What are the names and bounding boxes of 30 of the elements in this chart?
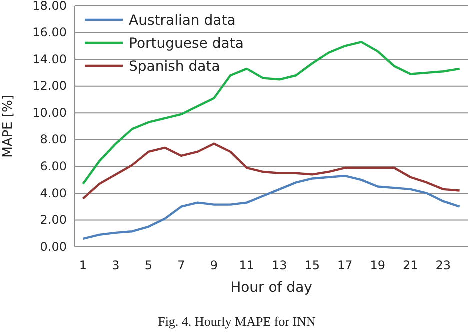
y-tick-label: 12.00: [32, 79, 67, 94]
y-tick-label: 0.00: [40, 240, 67, 254]
text: Fig. 4. Hourly MAPE for INN: [158, 314, 317, 329]
x-tick-label: 1: [79, 258, 88, 273]
y-tick-label: 18.00: [32, 0, 67, 13]
legend-label: Australian data: [129, 12, 236, 29]
y-tick-label: 4.00: [40, 186, 67, 200]
legend-label: Portuguese data: [129, 36, 244, 52]
y-tick-label: 8.00: [40, 132, 67, 147]
legend-label: Spanish data: [129, 58, 220, 75]
x-tick-label: 13: [272, 258, 288, 273]
y-tick-label: 10.00: [32, 106, 67, 120]
x-tick-label: 5: [144, 258, 153, 273]
x-tick-label: 19: [370, 258, 386, 273]
y-tick-label: 6.00: [40, 160, 67, 174]
x-tick-label: 7: [178, 258, 186, 273]
x-tick-label: 15: [304, 258, 320, 273]
y-tick-label: 14.00: [32, 52, 67, 66]
line-series: [82, 142, 461, 200]
line-series: [82, 174, 461, 240]
y-tick-label: 16.00: [32, 26, 67, 40]
x-tick-label: 3: [112, 258, 120, 273]
x-tick-label: 23: [436, 258, 452, 273]
x-tick-label: 9: [210, 258, 218, 273]
x-tick-label: 11: [239, 258, 255, 273]
x-axis-title: Hour of day: [230, 280, 312, 296]
y-axis-title: MAPE [%]: [1, 95, 16, 158]
x-tick-label: 17: [338, 258, 353, 273]
x-tick-label: 21: [403, 258, 418, 273]
y-tick-label: 2.00: [40, 213, 67, 228]
